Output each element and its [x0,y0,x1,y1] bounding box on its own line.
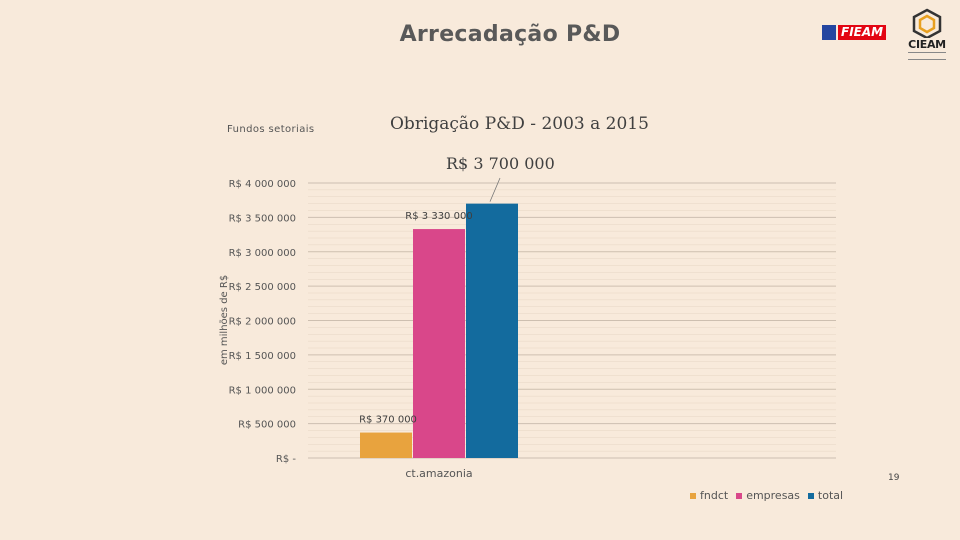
y-tick-label: R$ - [276,454,296,465]
gridlines [308,182,836,459]
section-label: Fundos setoriais [227,124,315,135]
page-number: 19 [888,473,900,483]
y-tick-label: R$ 1 000 000 [229,385,296,396]
bar-empresas [413,229,465,458]
total-data-label: R$ 3 700 000 [446,154,555,173]
cieam-logo: CIEAM [904,8,950,60]
chart-title: Obrigação P&D - 2003 a 2015 [390,114,649,134]
chart-legend: fndct empresas total [690,489,851,502]
fieam-logo-text: FIEAM [838,25,887,40]
y-axis-label: em milhões de R$ [219,275,230,365]
legend-item-empresas: empresas [736,489,800,502]
legend-swatch-fndct [690,492,696,499]
legend-swatch-empresas [736,492,743,499]
y-tick-label: R$ 500 000 [238,420,296,431]
y-tick-label: R$ 1 500 000 [229,351,296,362]
data-label-fndct: R$ 370 000 [359,415,417,426]
cieam-logo-text: CIEAM [908,38,946,51]
y-tick-label: R$ 2 500 000 [229,282,296,293]
logos: FIEAM CIEAM [822,8,952,60]
bars [360,203,518,458]
cieam-tagline-lines [908,52,946,60]
y-tick-label: R$ 2 000 000 [229,317,296,328]
bar-total [466,203,518,458]
x-axis-category-label: ct.amazonia [405,467,472,480]
y-axis-ticks: R$ - R$ 500 000 R$ 1 000 000 R$ 1 500 000 R$… [229,179,297,465]
y-tick-label: R$ 3 000 000 [229,248,296,259]
y-tick-label: R$ 3 500 000 [229,213,296,224]
data-labels: R$ 370 000 R$ 3 330 000 [359,211,473,426]
legend-label-total: total [817,489,844,502]
total-label-leader-line [489,177,501,202]
fieam-emblem-icon [822,25,836,40]
slide-title: Arrecadação P&D [399,22,621,47]
data-label-empresas: R$ 3 330 000 [405,211,472,222]
legend-label-fndct: fndct [700,489,729,502]
fieam-logo: FIEAM [822,25,900,40]
legend-swatch-total [807,492,814,499]
legend-item-fndct: fndct [690,489,728,502]
legend-label-empresas: empresas [746,489,800,502]
y-tick-label: R$ 4 000 000 [229,179,296,190]
legend-item-total: total [807,489,844,502]
bar-fndct [360,432,412,458]
